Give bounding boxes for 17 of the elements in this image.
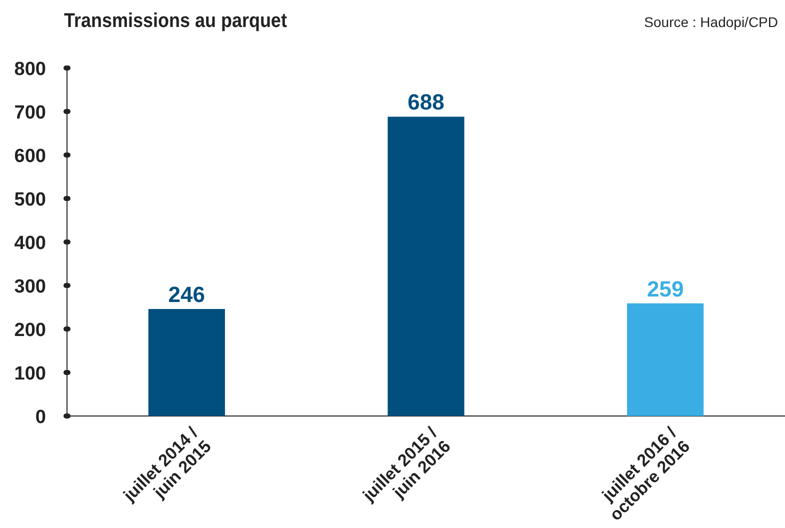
bar <box>627 303 704 416</box>
y-tick-label: 500 <box>14 190 46 210</box>
y-tick-label: 700 <box>14 102 46 124</box>
bar <box>388 116 464 416</box>
bar <box>148 308 225 416</box>
source-note: Source : Hadopi/CPD <box>644 14 778 30</box>
data-label: 688 <box>408 90 444 115</box>
y-tick-label: 400 <box>14 233 46 254</box>
chart-title: Transmissions au parquet <box>64 10 288 32</box>
y-tick-label: 300 <box>14 276 46 298</box>
data-label: 246 <box>168 282 206 307</box>
y-tick-label: 200 <box>14 320 46 341</box>
y-tick-label: 800 <box>14 59 46 80</box>
y-tick-label: 100 <box>14 364 46 384</box>
data-label: 259 <box>646 276 684 302</box>
y-tick-label: 600 <box>14 146 46 167</box>
y-tick-label: 0 <box>35 407 46 428</box>
